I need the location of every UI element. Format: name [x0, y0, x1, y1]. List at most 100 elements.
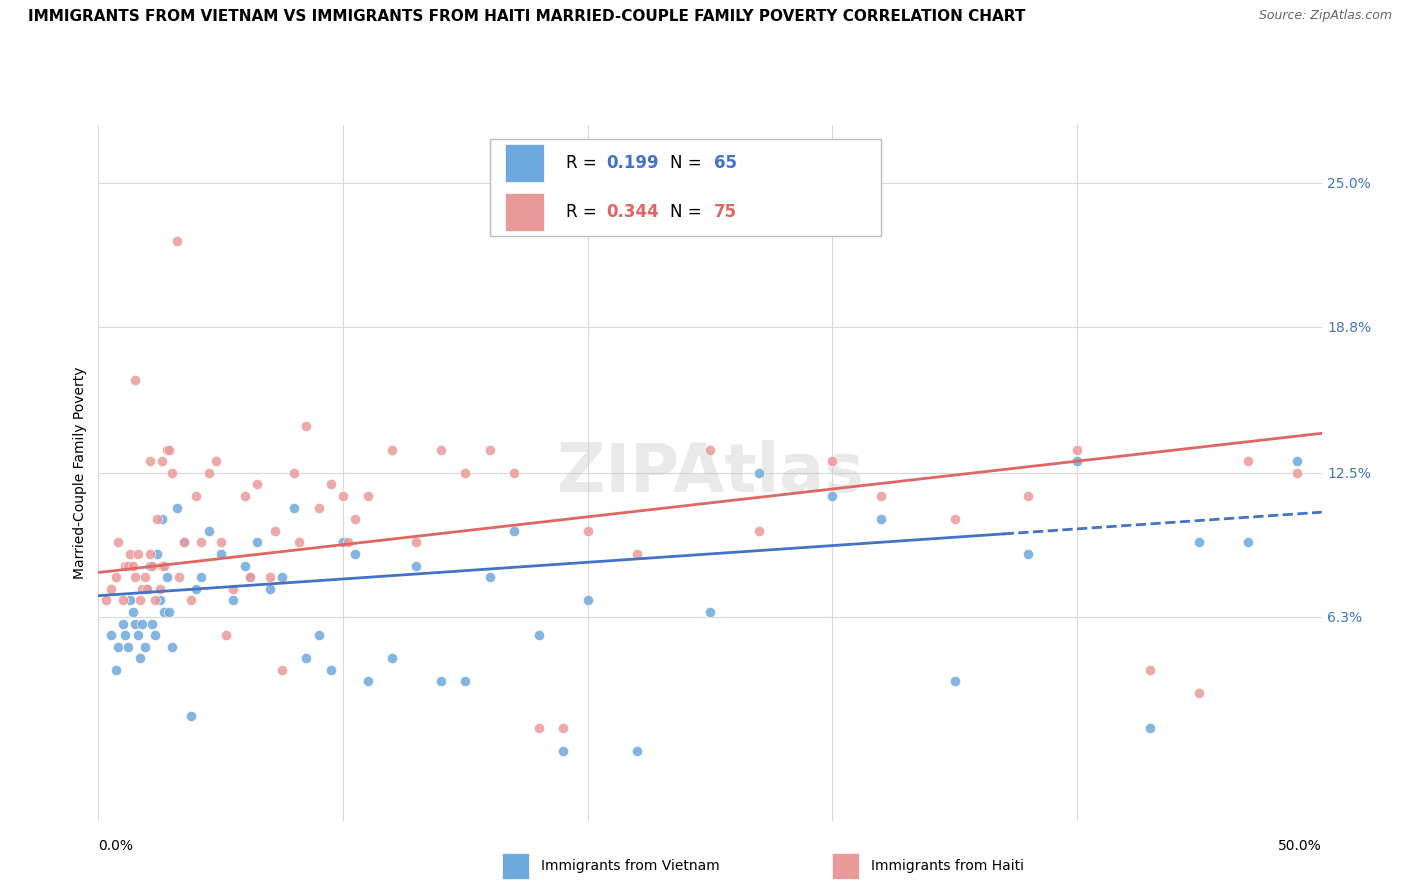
Point: [146, 512, 169, 526]
Point: [143, 628, 166, 642]
Point: [319, 663, 342, 677]
Point: [131, 582, 153, 596]
Point: [553, 744, 575, 758]
Point: [356, 489, 378, 503]
Point: [553, 721, 575, 735]
Point: [150, 558, 173, 573]
Point: [246, 535, 269, 549]
Point: [150, 512, 173, 526]
Point: [1188, 535, 1211, 549]
Point: [146, 547, 169, 561]
Point: [100, 628, 122, 642]
Point: [222, 593, 245, 607]
Text: 75: 75: [714, 202, 737, 221]
Point: [197, 466, 219, 480]
Point: [295, 419, 318, 434]
Point: [136, 582, 159, 596]
Point: [1188, 686, 1211, 700]
Point: [478, 570, 501, 584]
Point: [129, 651, 152, 665]
Point: [114, 628, 136, 642]
Point: [1237, 535, 1260, 549]
Text: 50.0%: 50.0%: [1278, 839, 1322, 853]
Text: 0.199: 0.199: [606, 154, 658, 172]
Point: [626, 547, 648, 561]
Point: [139, 454, 162, 468]
Point: [166, 500, 188, 515]
Point: [748, 524, 770, 538]
Point: [381, 442, 404, 457]
Point: [478, 442, 501, 457]
Y-axis label: Married-Couple Family Poverty: Married-Couple Family Poverty: [73, 367, 87, 579]
Point: [943, 512, 966, 526]
Text: Immigrants from Vietnam: Immigrants from Vietnam: [541, 859, 720, 873]
Text: 65: 65: [714, 154, 737, 172]
Point: [143, 593, 166, 607]
Point: [1286, 454, 1309, 468]
Point: [527, 628, 550, 642]
Text: 0.344: 0.344: [606, 202, 659, 221]
Point: [430, 442, 453, 457]
Point: [381, 651, 404, 665]
Point: [1286, 466, 1309, 480]
Point: [157, 442, 180, 457]
Text: 0.0%: 0.0%: [98, 839, 134, 853]
Point: [1139, 721, 1161, 735]
Bar: [832, 853, 859, 880]
Point: [131, 616, 153, 631]
Point: [124, 373, 146, 387]
Text: R =: R =: [565, 154, 602, 172]
Point: [141, 616, 163, 631]
Point: [527, 721, 550, 735]
Point: [167, 570, 190, 584]
Point: [405, 535, 427, 549]
Point: [180, 709, 202, 723]
Text: ZIPAtlas: ZIPAtlas: [557, 440, 863, 506]
Point: [1139, 663, 1161, 677]
Point: [173, 535, 195, 549]
Point: [186, 489, 208, 503]
Point: [180, 593, 202, 607]
Point: [699, 605, 721, 619]
Point: [186, 582, 208, 596]
Point: [308, 628, 330, 642]
Point: [576, 593, 599, 607]
Point: [117, 558, 139, 573]
Bar: [502, 853, 529, 880]
Point: [214, 628, 236, 642]
Point: [295, 651, 318, 665]
Text: R =: R =: [565, 202, 602, 221]
Point: [356, 674, 378, 689]
Point: [114, 558, 136, 573]
Point: [319, 477, 342, 491]
Point: [288, 535, 311, 549]
Point: [107, 640, 129, 654]
Point: [1017, 547, 1039, 561]
Point: [141, 558, 163, 573]
Point: [454, 674, 477, 689]
Point: [160, 466, 183, 480]
FancyBboxPatch shape: [489, 139, 882, 236]
Point: [153, 605, 176, 619]
Point: [136, 582, 159, 596]
Point: [111, 593, 134, 607]
Point: [153, 558, 176, 573]
Point: [149, 582, 172, 596]
Text: IMMIGRANTS FROM VIETNAM VS IMMIGRANTS FROM HAITI MARRIED-COUPLE FAMILY POVERTY C: IMMIGRANTS FROM VIETNAM VS IMMIGRANTS FR…: [28, 9, 1025, 24]
Text: N =: N =: [669, 202, 707, 221]
Point: [239, 570, 262, 584]
Point: [332, 535, 354, 549]
Point: [943, 674, 966, 689]
Point: [1017, 489, 1039, 503]
Point: [503, 524, 526, 538]
Point: [239, 570, 262, 584]
Point: [190, 535, 212, 549]
Point: [1237, 454, 1260, 468]
Point: [129, 593, 152, 607]
Point: [134, 570, 156, 584]
Point: [139, 547, 162, 561]
Point: [117, 640, 139, 654]
Point: [156, 442, 179, 457]
Point: [821, 489, 844, 503]
Point: [283, 466, 305, 480]
